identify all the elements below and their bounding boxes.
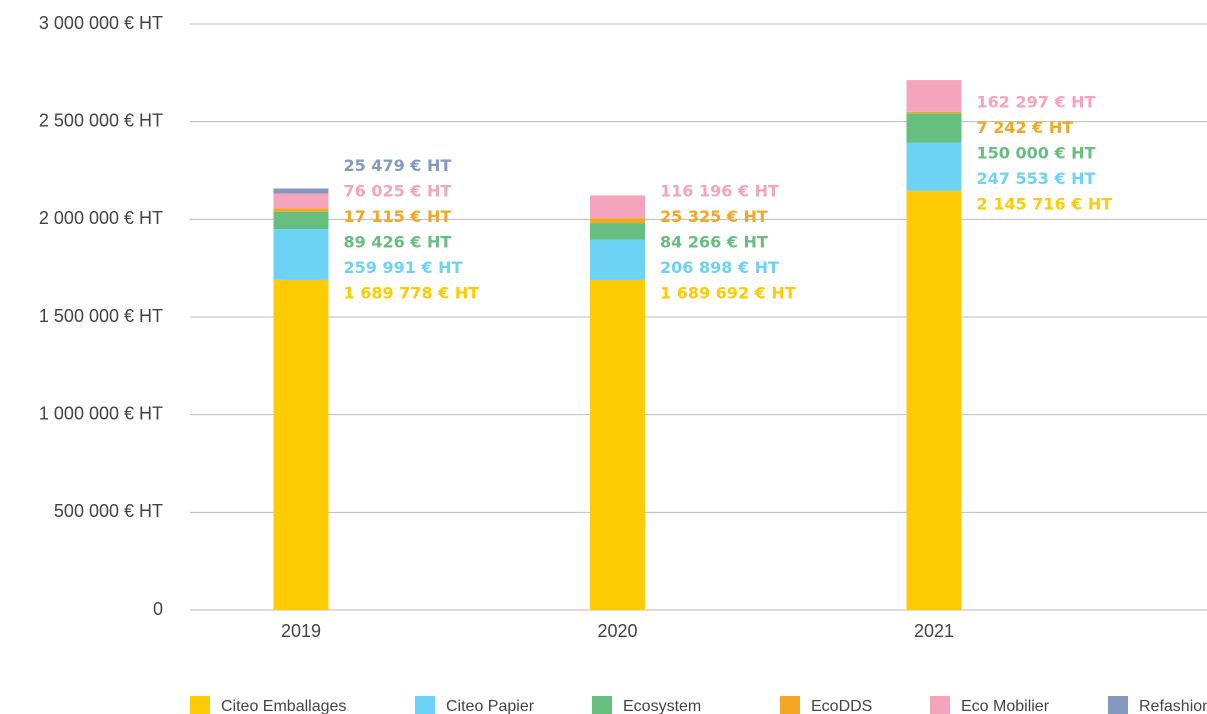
bar-segment	[906, 113, 962, 143]
legend-label: Refashion	[1139, 698, 1207, 714]
bar-segment	[906, 80, 962, 112]
bar-segment	[273, 279, 329, 610]
value-label: 84 266 € HT	[660, 232, 768, 251]
value-label: 25 479 € HT	[344, 156, 452, 175]
value-label: 247 553 € HT	[977, 169, 1096, 188]
bar-segment	[590, 195, 645, 219]
y-tick-label: 3 000 000 € HT	[39, 13, 163, 33]
legend-label: EcoDDS	[811, 698, 872, 714]
value-label: 116 196 € HT	[660, 181, 779, 200]
y-tick-label: 2 000 000 € HT	[39, 208, 163, 228]
x-tick-label: 2021	[914, 621, 954, 641]
value-label: 1 689 778 € HT	[344, 283, 480, 302]
y-tick-label: 500 000 € HT	[54, 501, 163, 521]
value-label: 1 689 692 € HT	[660, 283, 796, 302]
value-label: 17 115 € HT	[344, 207, 452, 226]
y-tick-label: 0	[153, 599, 163, 619]
value-label: 25 325 € HT	[660, 207, 768, 226]
y-tick-label: 1 000 000 € HT	[39, 403, 163, 423]
value-label: 206 898 € HT	[660, 258, 779, 277]
y-tick-label: 2 500 000 € HT	[39, 110, 163, 130]
legend-swatch	[1108, 696, 1128, 714]
x-tick-label: 2020	[597, 621, 637, 641]
value-label: 162 297 € HT	[977, 92, 1096, 111]
value-label: 2 145 716 € HT	[977, 194, 1113, 213]
value-label: 76 025 € HT	[344, 181, 452, 200]
bar-segment	[590, 218, 645, 224]
bar-segment	[273, 229, 329, 280]
value-label: 89 426 € HT	[344, 232, 452, 251]
x-tick-label: 2019	[281, 621, 321, 641]
value-label: 7 242 € HT	[977, 118, 1074, 137]
legend-swatch	[415, 696, 435, 714]
bar-segment	[906, 111, 962, 114]
legend-swatch	[592, 696, 612, 714]
legend-swatch	[780, 696, 800, 714]
legend-label: Ecosystem	[623, 698, 701, 714]
bar-segment	[590, 279, 645, 610]
legend-swatch	[190, 696, 210, 714]
y-tick-label: 1 500 000 € HT	[39, 306, 163, 326]
legend-label: Eco Mobilier	[961, 698, 1050, 714]
value-label: 259 991 € HT	[344, 258, 463, 277]
bar-segment	[590, 223, 645, 240]
legend-label: Citeo Papier	[446, 698, 535, 714]
legend-swatch	[930, 696, 950, 714]
bar-segment	[273, 208, 329, 212]
bar-segment	[906, 190, 962, 610]
bar-segment	[273, 193, 329, 209]
value-label: 150 000 € HT	[977, 143, 1096, 162]
bar-segment	[590, 239, 645, 280]
bar-segment	[273, 211, 329, 230]
bar-segment	[906, 142, 962, 191]
bar-segment	[273, 188, 329, 194]
legend-label: Citeo Emballages	[221, 698, 346, 714]
